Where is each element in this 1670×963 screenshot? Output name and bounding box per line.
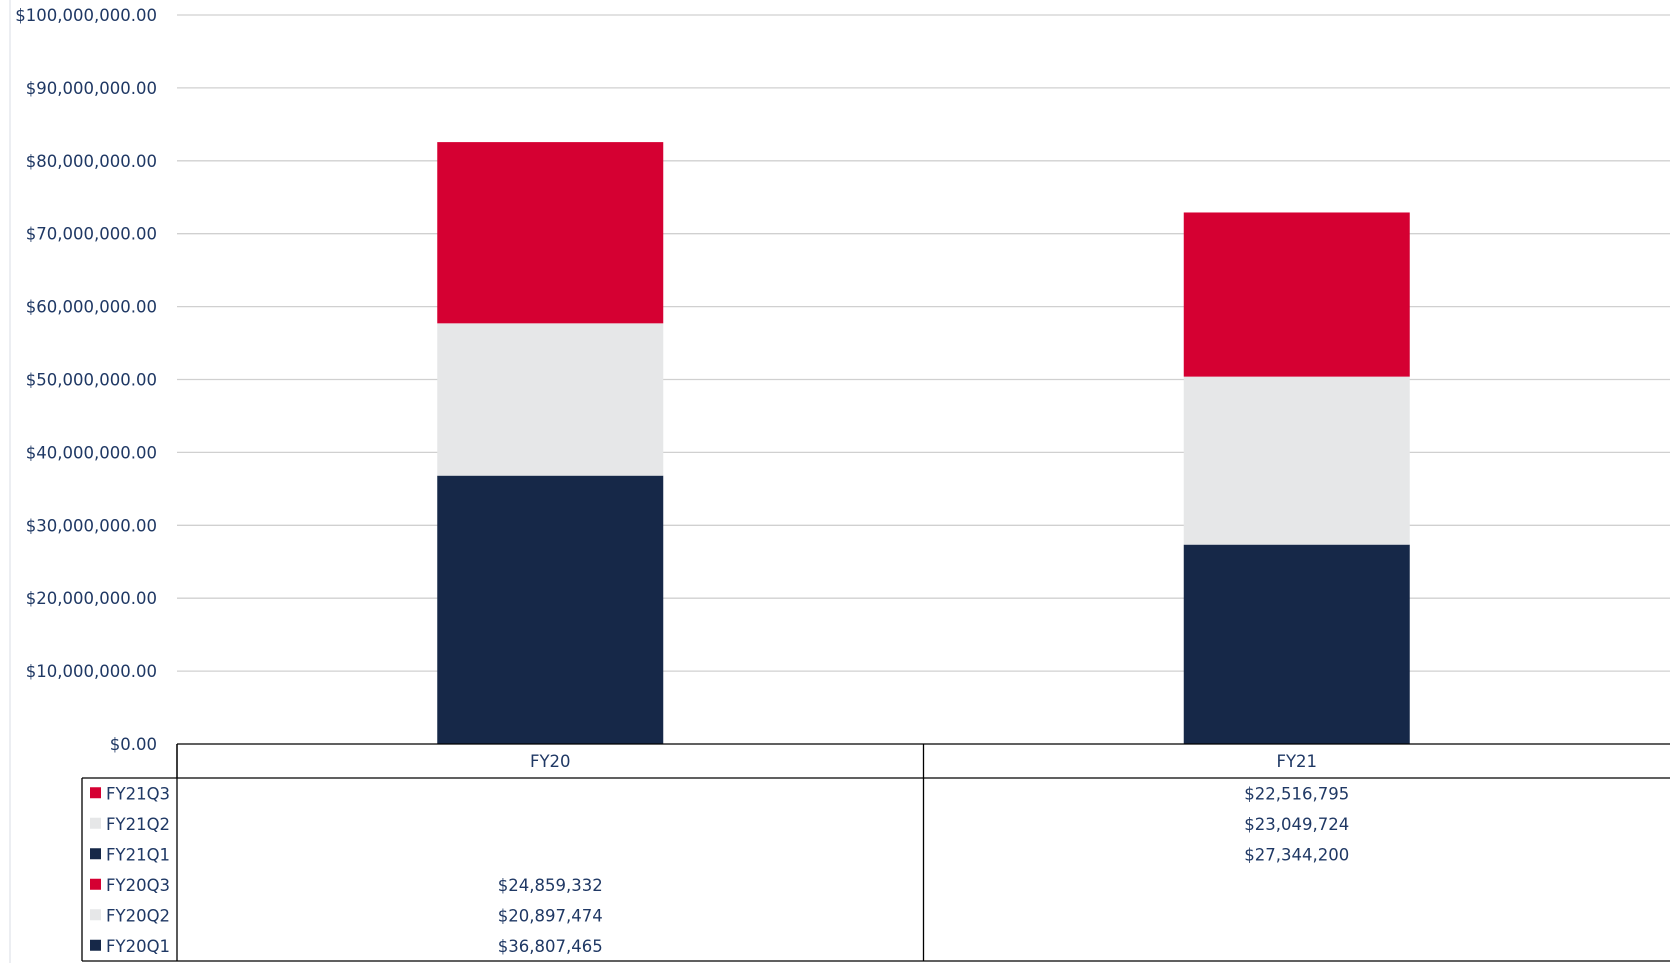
legend-key — [90, 817, 101, 829]
y-tick-label: $70,000,000.00 — [26, 225, 157, 244]
y-tick-label: $100,000,000.00 — [15, 6, 157, 25]
legend-label: FY20Q2 — [106, 906, 170, 925]
bar-segment-fy21q1 — [1183, 544, 1410, 744]
y-tick-label: $30,000,000.00 — [26, 516, 157, 535]
x-tick-label: FY20 — [530, 752, 571, 771]
legend-label: FY21Q3 — [106, 784, 170, 803]
bar-segment-fy20q2 — [437, 323, 664, 476]
data-label: $27,344,200 — [1244, 845, 1349, 864]
data-label: $36,807,465 — [498, 937, 603, 956]
y-tick-label: $40,000,000.00 — [26, 443, 157, 462]
legend-key — [90, 787, 101, 799]
data-label: $22,516,795 — [1244, 784, 1349, 803]
legend-key — [90, 939, 101, 951]
y-tick-label: $10,000,000.00 — [26, 662, 157, 681]
x-tick-label: FY21 — [1276, 752, 1317, 771]
bar-segment-fy21q2 — [1183, 376, 1410, 545]
y-tick-label: $20,000,000.00 — [26, 589, 157, 608]
legend-label: FY21Q1 — [106, 845, 170, 864]
y-tick-label: $50,000,000.00 — [26, 371, 157, 390]
data-label: $20,897,474 — [498, 906, 603, 925]
bar-segment-fy21q3 — [1183, 212, 1410, 377]
bar-segment-fy20q3 — [437, 142, 664, 324]
data-label: $24,859,332 — [498, 876, 603, 895]
y-tick-label: $80,000,000.00 — [26, 152, 157, 171]
bar-segment-fy20q1 — [437, 475, 664, 744]
y-tick-label: $90,000,000.00 — [26, 79, 157, 98]
data-label: $23,049,724 — [1244, 815, 1349, 834]
legend-label: FY20Q1 — [106, 937, 170, 956]
y-tick-label: $60,000,000.00 — [26, 298, 157, 317]
legend-key — [90, 848, 101, 860]
legend-key — [90, 909, 101, 921]
legend-label: FY21Q2 — [106, 815, 170, 834]
legend-key — [90, 878, 101, 890]
legend-label: FY20Q3 — [106, 876, 170, 895]
y-tick-label: $0.00 — [110, 735, 157, 754]
